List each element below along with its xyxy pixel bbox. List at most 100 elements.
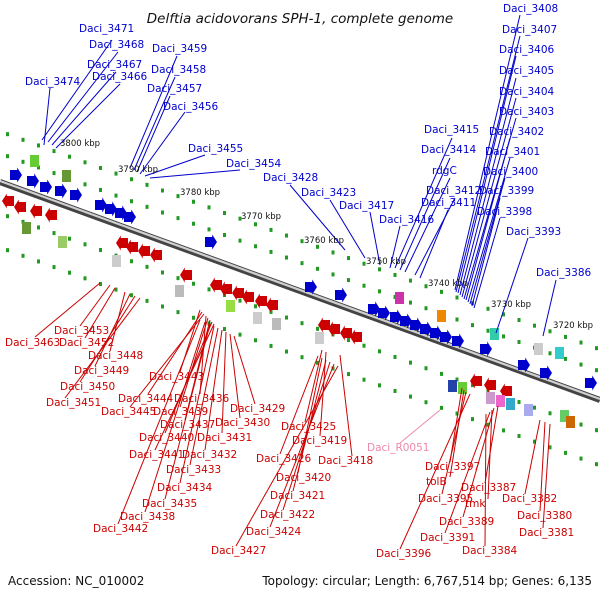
gene-label[interactable]: Daci_3444 xyxy=(118,393,174,405)
gene-label[interactable]: Daci_3398 xyxy=(477,206,532,218)
gene-label[interactable]: Daci_3451 xyxy=(46,397,101,409)
gene-label[interactable]: Daci_3386 xyxy=(536,267,592,279)
gene-label[interactable]: Daci_3420 xyxy=(276,472,331,484)
gene-label[interactable]: Daci_3425 xyxy=(281,421,336,433)
gene-label[interactable]: Daci_3440 xyxy=(139,432,194,444)
tick-dot xyxy=(223,211,226,216)
gene-label[interactable]: Daci_3431 xyxy=(197,432,252,444)
gene-label[interactable]: Daci_3443 xyxy=(149,371,204,383)
gene-label[interactable]: Daci_3416 xyxy=(379,214,435,226)
gene-label[interactable]: Daci_3466 xyxy=(92,71,148,83)
gene-label[interactable]: Daci_3430 xyxy=(215,417,270,429)
gene-label[interactable]: Daci_3456 xyxy=(163,101,219,113)
leader-line-forward xyxy=(469,177,506,305)
gene-label[interactable]: Daci_3414 xyxy=(421,144,477,156)
gene-label[interactable]: Daci_3453 xyxy=(54,325,109,337)
gene-label[interactable]: Daci_3471 xyxy=(79,23,134,35)
gene-label[interactable]: tolB xyxy=(426,476,447,488)
gene-label[interactable]: Daci_3400 xyxy=(483,166,538,178)
gene-label[interactable]: Daci_3429 xyxy=(230,403,285,415)
gene-label[interactable]: Daci_3463 xyxy=(5,337,60,349)
tick-dot xyxy=(192,221,195,226)
reverse-gene-arrow xyxy=(266,297,278,313)
gene-label[interactable]: Daci_3435 xyxy=(142,498,197,510)
leader-line-reverse xyxy=(282,361,331,511)
rna-gene-label[interactable]: Daci_R0051 xyxy=(367,442,429,454)
gene-label[interactable]: Daci_3395 xyxy=(418,493,473,505)
gene-label[interactable]: Daci_3448 xyxy=(88,350,143,362)
gene-label[interactable]: Daci_3432 xyxy=(182,449,237,461)
gene-label[interactable]: Daci_3411 xyxy=(421,197,476,209)
gene-label[interactable]: Daci_3422 xyxy=(260,509,315,521)
gene-label[interactable]: Daci_3427 xyxy=(211,545,266,557)
gene-label[interactable]: Daci_3450 xyxy=(60,381,115,393)
gene-label[interactable]: Daci_3389 xyxy=(439,516,494,528)
gene-label[interactable]: Daci_3404 xyxy=(499,86,555,98)
gene-label[interactable]: Daci_3403 xyxy=(499,106,554,118)
forward-gene-arrow xyxy=(390,309,402,325)
gene-label[interactable]: Daci_3468 xyxy=(89,39,144,51)
leader-line-forward xyxy=(289,184,346,251)
gene-label[interactable]: Daci_3474 xyxy=(25,76,81,88)
gene-label[interactable]: Daci_3424 xyxy=(246,526,302,538)
gene-label[interactable]: Daci_3387 xyxy=(461,482,516,494)
tick-dot xyxy=(595,428,598,433)
gene-label[interactable]: Daci_3436 xyxy=(174,393,230,405)
gene-label[interactable]: Daci_3441 xyxy=(129,449,184,461)
gene-label[interactable]: Daci_3396 xyxy=(376,548,432,560)
gene-label[interactable]: rdgC xyxy=(432,165,457,177)
gene-label[interactable]: Daci_3434 xyxy=(157,482,213,494)
tick-dot xyxy=(37,225,40,230)
gene-label[interactable]: Daci_3405 xyxy=(499,65,554,77)
leader-line-reverse xyxy=(84,287,116,339)
gene-label[interactable]: Daci_3399 xyxy=(479,185,534,197)
gene-label[interactable]: Daci_3458 xyxy=(151,64,206,76)
gene-label[interactable]: Daci_3467 xyxy=(87,59,142,71)
gene-label[interactable]: Daci_3401 xyxy=(485,146,540,158)
gene-label[interactable]: Daci_3437 xyxy=(160,419,215,431)
gene-label[interactable]: Daci_3418 xyxy=(318,455,373,467)
gene-label[interactable]: Daci_3380 xyxy=(517,510,572,522)
gene-label[interactable]: Daci_3455 xyxy=(188,143,243,155)
gene-label[interactable]: Daci_3393 xyxy=(506,226,561,238)
gene-label[interactable]: Daci_3419 xyxy=(292,435,347,447)
leader-line-reverse xyxy=(179,317,209,408)
gene-label[interactable]: Daci_3423 xyxy=(301,187,356,199)
gene-label[interactable]: Daci_3445 xyxy=(101,406,156,418)
gene-label[interactable]: Daci_3417 xyxy=(339,200,394,212)
gene-label[interactable]: Daci_3381 xyxy=(519,527,574,539)
bottom-gene-labels: Daci_3453 Daci_3452 Daci_3463 Daci_3448 … xyxy=(5,325,574,560)
tick-dot xyxy=(223,233,226,238)
gene-label[interactable]: Daci_3415 xyxy=(424,124,479,136)
gene-label[interactable]: Daci_3442 xyxy=(93,523,148,535)
gene-label[interactable]: Daci_3449 xyxy=(74,365,129,377)
gene-label[interactable]: Daci_3439 xyxy=(153,406,208,418)
gene-label[interactable]: Daci_3459 xyxy=(152,43,207,55)
gene-label[interactable]: Daci_3407 xyxy=(502,24,557,36)
tick-dot xyxy=(393,388,397,393)
gene-label[interactable]: Daci_3454 xyxy=(226,158,282,170)
gene-label[interactable]: Daci_3428 xyxy=(263,172,318,184)
tick-dot xyxy=(595,368,598,373)
gene-label[interactable]: Daci_3402 xyxy=(489,126,544,138)
gene-label[interactable]: Daci_3384 xyxy=(462,545,518,557)
tick-dot xyxy=(502,312,505,317)
gene-label[interactable]: Daci_3406 xyxy=(499,44,555,56)
gene-label[interactable]: Daci_3426 xyxy=(256,453,312,465)
gene-label[interactable]: Daci_3457 xyxy=(147,83,202,95)
gene-label[interactable]: Daci_3421 xyxy=(270,490,325,502)
gene-label[interactable]: tmk xyxy=(465,498,486,510)
gene-feature-box xyxy=(506,398,515,410)
gene-label[interactable]: Daci_3438 xyxy=(120,511,175,523)
top-gene-labels: Daci_3471 Daci_3468 Daci_3467 Daci_3466 … xyxy=(25,3,592,279)
tick-dot xyxy=(192,199,195,204)
gene-label[interactable]: Daci_3433 xyxy=(166,464,221,476)
gene-feature-box xyxy=(30,155,39,167)
gene-label[interactable]: Daci_3397 xyxy=(425,461,480,473)
genome-backbone xyxy=(0,179,600,403)
gene-label[interactable]: Daci_3382 xyxy=(502,493,557,505)
gene-label[interactable]: Daci_3412 xyxy=(426,185,481,197)
gene-label[interactable]: Daci_3452 xyxy=(59,337,114,349)
gene-label[interactable]: Daci_3391 xyxy=(420,532,475,544)
gene-label[interactable]: Daci_3408 xyxy=(503,3,558,15)
